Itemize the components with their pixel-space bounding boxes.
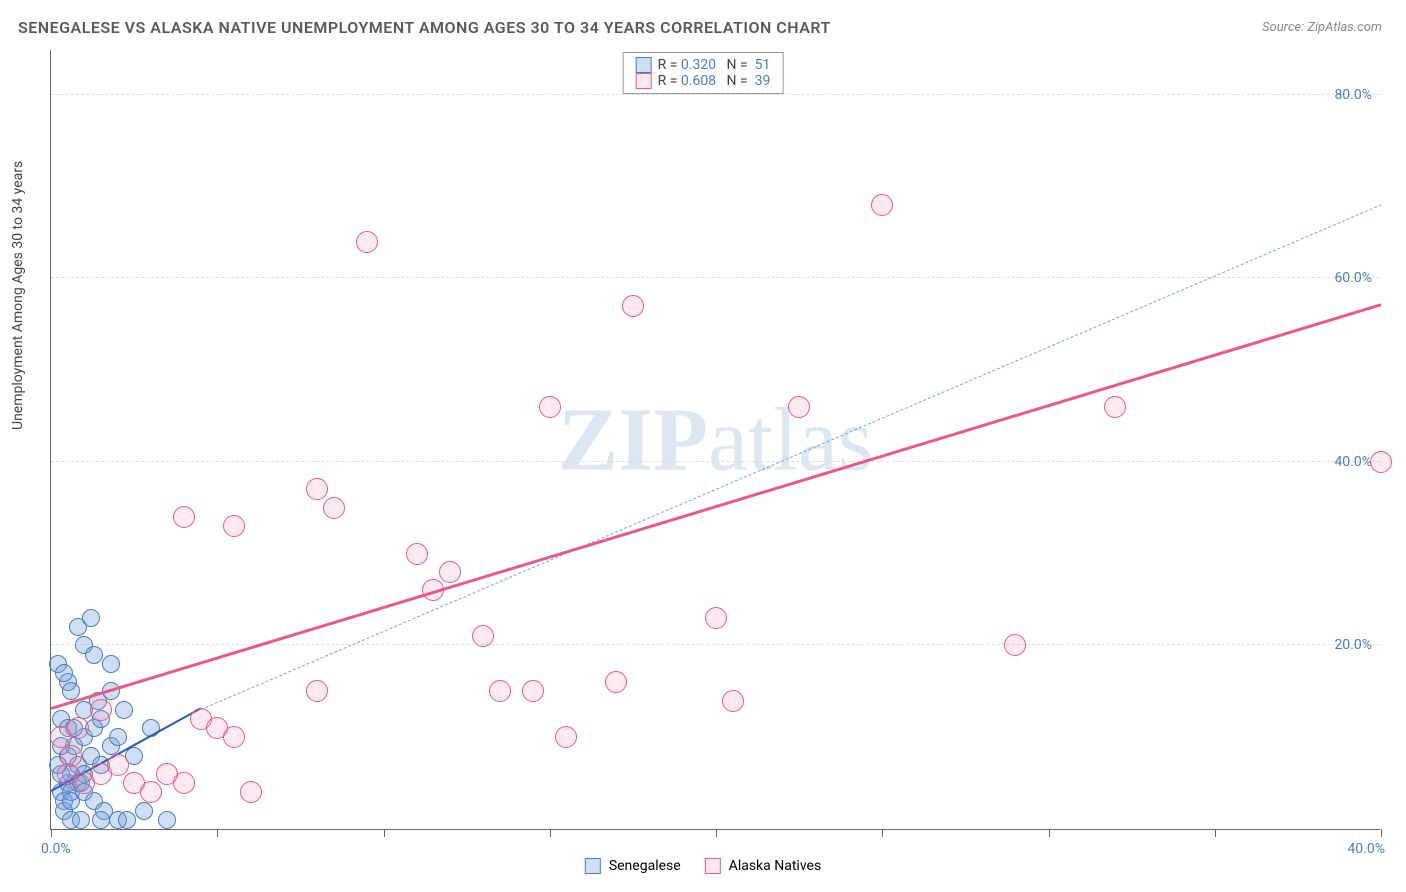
point-alaska (60, 745, 82, 767)
trend-line-alaska (51, 303, 1382, 710)
point-alaska (173, 506, 195, 528)
x-tick (384, 829, 385, 837)
point-alaska (1104, 396, 1126, 418)
gridline (51, 277, 1380, 278)
y-tick-label: 80.0% (1334, 87, 1372, 103)
x-tick (51, 829, 52, 837)
x-tick (716, 829, 717, 837)
point-alaska (223, 726, 245, 748)
x-tick-label: 0.0% (41, 841, 71, 857)
point-alaska (555, 726, 577, 748)
point-senegalese (158, 811, 176, 829)
trend-line-senegalese (200, 204, 1381, 710)
legend-label-alaska: Alaska Natives (729, 858, 822, 874)
point-alaska (788, 396, 810, 418)
point-senegalese (135, 802, 153, 820)
point-alaska (472, 625, 494, 647)
x-tick (217, 829, 218, 837)
point-senegalese (102, 655, 120, 673)
chart-title: SENEGALESE VS ALASKA NATIVE UNEMPLOYMENT… (18, 18, 831, 37)
legend-swatch-blue (585, 858, 601, 874)
point-alaska (1370, 451, 1392, 473)
point-alaska (323, 497, 345, 519)
point-alaska (522, 680, 544, 702)
y-tick-label: 20.0% (1334, 637, 1372, 653)
source-attribution: Source: ZipAtlas.com (1262, 20, 1382, 35)
x-tick (1381, 829, 1382, 837)
point-alaska (356, 231, 378, 253)
point-alaska (722, 690, 744, 712)
point-senegalese (109, 728, 127, 746)
watermark: ZIPatlas (558, 388, 873, 491)
legend-item-senegalese: Senegalese (585, 858, 681, 874)
gridline (51, 94, 1380, 95)
point-senegalese (62, 682, 80, 700)
point-alaska (1004, 634, 1026, 656)
point-senegalese (115, 701, 133, 719)
point-alaska (140, 781, 162, 803)
point-alaska (406, 543, 428, 565)
y-axis-label: Unemployment Among Ages 30 to 34 years (10, 161, 26, 430)
point-alaska (223, 515, 245, 537)
point-alaska (439, 561, 461, 583)
legend-label-senegalese: Senegalese (609, 858, 681, 874)
point-alaska (173, 772, 195, 794)
point-alaska (90, 699, 112, 721)
legend-stats-senegalese: R = 0.320 N = 51 (658, 57, 771, 73)
point-senegalese (92, 811, 110, 829)
correlation-legend: R = 0.320 N = 51 R = 0.608 N = 39 (623, 52, 784, 94)
legend-swatch-pink (705, 858, 721, 874)
point-senegalese (72, 811, 90, 829)
legend-row-alaska: R = 0.608 N = 39 (636, 73, 771, 89)
y-tick-label: 40.0% (1334, 454, 1372, 470)
x-tick-label: 40.0% (1347, 841, 1385, 857)
point-alaska (871, 194, 893, 216)
point-alaska (489, 680, 511, 702)
x-tick (550, 829, 551, 837)
watermark-bold: ZIP (558, 390, 708, 489)
x-tick (1215, 829, 1216, 837)
point-senegalese (85, 646, 103, 664)
point-senegalese (82, 609, 100, 627)
plot-area: ZIPatlas 20.0%40.0%60.0%80.0%0.0%40.0% (50, 50, 1380, 830)
x-tick (882, 829, 883, 837)
y-tick-label: 60.0% (1334, 270, 1372, 286)
point-alaska (240, 781, 262, 803)
point-alaska (306, 478, 328, 500)
point-alaska (539, 396, 561, 418)
legend-swatch-pink (636, 73, 652, 89)
series-legend: Senegalese Alaska Natives (585, 858, 821, 874)
chart-container: SENEGALESE VS ALASKA NATIVE UNEMPLOYMENT… (0, 0, 1406, 892)
point-alaska (622, 295, 644, 317)
point-alaska (107, 754, 129, 776)
point-alaska (605, 671, 627, 693)
point-alaska (306, 680, 328, 702)
x-tick (1049, 829, 1050, 837)
legend-item-alaska: Alaska Natives (705, 858, 822, 874)
legend-row-senegalese: R = 0.320 N = 51 (636, 57, 771, 73)
legend-swatch-blue (636, 57, 652, 73)
point-senegalese (118, 811, 136, 829)
point-alaska (705, 607, 727, 629)
legend-stats-alaska: R = 0.608 N = 39 (658, 73, 771, 89)
gridline (51, 461, 1380, 462)
point-senegalese (55, 664, 73, 682)
